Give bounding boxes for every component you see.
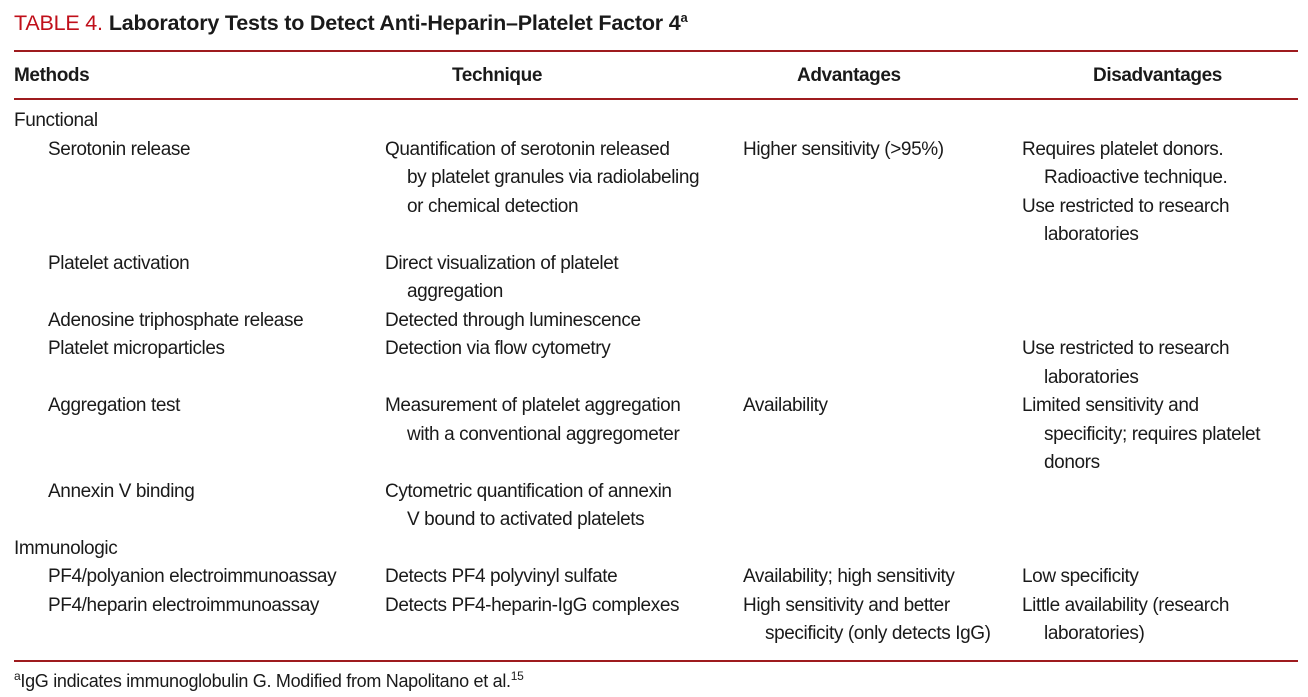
method-cell: PF4/heparin electroimmunoassay bbox=[48, 594, 320, 616]
advantages-text: Availability bbox=[743, 395, 828, 416]
advantages-cell bbox=[743, 250, 1022, 307]
disadvantages-text: Use restricted to research laboratories bbox=[1022, 338, 1230, 388]
advantages-text: Higher sensitivity (>95%) bbox=[743, 138, 944, 160]
column-header-disadvantages: Disadvantages bbox=[1022, 51, 1298, 100]
technique-text: Cytometric quantification of annexin V b… bbox=[385, 480, 672, 531]
technique-cell: Direct visualization of platelet aggrega… bbox=[385, 250, 743, 307]
advantages-cell: High sensitivity and better specificity … bbox=[743, 592, 1022, 649]
section-row: Immunologic bbox=[14, 535, 1298, 564]
disadvantages-text: Low specificity bbox=[1022, 566, 1139, 587]
method-cell: Serotonin release bbox=[48, 138, 191, 160]
disadvantages-cell bbox=[1022, 250, 1298, 307]
disadvantages-text: Little availability (research laboratori… bbox=[1022, 594, 1229, 645]
method-cell: Annexin V binding bbox=[48, 480, 195, 502]
method-cell: Platelet microparticles bbox=[48, 338, 225, 359]
table-footnote-marker: a bbox=[680, 9, 688, 25]
footnote-marker: a bbox=[14, 668, 21, 683]
disadvantages-text: Requires platelet donors. Radioactive te… bbox=[1022, 138, 1228, 189]
table-caption-text: Laboratory Tests to Detect Anti-Heparin–… bbox=[108, 11, 681, 35]
technique-cell: Detects PF4 polyvinyl sulfate bbox=[385, 563, 743, 592]
table-caption: Laboratory Tests to Detect Anti-Heparin–… bbox=[109, 11, 688, 35]
technique-text: Detection via flow cytometry bbox=[385, 338, 611, 359]
section-name: Functional bbox=[14, 110, 98, 131]
disadvantages-cell: Requires platelet donors. Radioactive te… bbox=[1022, 136, 1298, 250]
laboratory-tests-table: Methods Technique Advantages Disadvantag… bbox=[14, 50, 1298, 649]
technique-text: Measurement of platelet aggregation with… bbox=[385, 395, 681, 445]
column-header-methods: Methods bbox=[14, 51, 385, 100]
table-footnote: aIgG indicates immunoglobulin G. Modifie… bbox=[14, 659, 1298, 692]
table-row: Serotonin release Quantification of serot… bbox=[14, 136, 1298, 250]
table-row: Platelet microparticles Detection via flo… bbox=[14, 335, 1298, 392]
disadvantages-cell: Low specificity bbox=[1022, 563, 1298, 592]
column-header-technique: Technique bbox=[385, 51, 743, 100]
disadvantages-cell: Limited sensitivity and specificity; req… bbox=[1022, 392, 1298, 478]
method-cell: PF4/polyanion electroimmunoassay bbox=[48, 566, 337, 587]
advantages-text: High sensitivity and better specificity … bbox=[743, 594, 991, 645]
advantages-cell: Higher sensitivity (>95%) bbox=[743, 136, 1022, 250]
technique-cell: Detects PF4-heparin-IgG complexes bbox=[385, 592, 743, 649]
table-row: Annexin V binding Cytometric quantificati… bbox=[14, 478, 1298, 535]
table-row: Platelet activation Direct visualization … bbox=[14, 250, 1298, 307]
technique-cell: Measurement of platelet aggregation with… bbox=[385, 392, 743, 478]
advantages-cell bbox=[743, 335, 1022, 392]
advantages-text: Availability; high sensitivity bbox=[743, 566, 955, 587]
disadvantages-cell bbox=[1022, 478, 1298, 535]
table-header: Methods Technique Advantages Disadvantag… bbox=[14, 51, 1298, 100]
footnote-reference-number: 15 bbox=[510, 668, 524, 683]
section-row: Functional bbox=[14, 99, 1298, 136]
technique-text: Direct visualization of platelet aggrega… bbox=[385, 252, 619, 303]
section-name: Immunologic bbox=[14, 537, 118, 559]
technique-cell: Detected through luminescence bbox=[385, 307, 743, 336]
disadvantages-cell bbox=[1022, 307, 1298, 336]
disadvantages-cell: Use restricted to research laboratories bbox=[1022, 335, 1298, 392]
method-cell: Platelet activation bbox=[48, 252, 190, 274]
technique-cell: Quantification of serotonin released by … bbox=[385, 136, 743, 250]
advantages-cell: Availability; high sensitivity bbox=[743, 563, 1022, 592]
technique-cell: Detection via flow cytometry bbox=[385, 335, 743, 392]
table-row: Aggregation test Measurement of platelet … bbox=[14, 392, 1298, 478]
advantages-cell: Availability bbox=[743, 392, 1022, 478]
advantages-cell bbox=[743, 478, 1022, 535]
advantages-cell bbox=[743, 307, 1022, 336]
technique-text: Quantification of serotonin released by … bbox=[385, 138, 700, 217]
disadvantages-text: Limited sensitivity and specificity; req… bbox=[1022, 395, 1261, 473]
table-row: Adenosine triphosphate release Detected t… bbox=[14, 307, 1298, 336]
disadvantages-cell: Little availability (research laboratori… bbox=[1022, 592, 1298, 649]
disadvantages-text: Use restricted to research laboratories bbox=[1022, 195, 1230, 246]
technique-text: Detects PF4-heparin-IgG complexes bbox=[385, 594, 680, 616]
method-cell: Aggregation test bbox=[48, 395, 180, 416]
table-row: PF4/heparin electroimmunoassay Detects PF… bbox=[14, 592, 1298, 649]
technique-text: Detects PF4 polyvinyl sulfate bbox=[385, 566, 618, 587]
technique-text: Detected through luminescence bbox=[385, 309, 641, 331]
method-cell: Adenosine triphosphate release bbox=[48, 309, 304, 331]
table-header-row: Methods Technique Advantages Disadvantag… bbox=[14, 51, 1298, 100]
table-row: PF4/polyanion electroimmunoassay Detects … bbox=[14, 563, 1298, 592]
table-body: Functional Serotonin release Quantificatio… bbox=[14, 99, 1298, 649]
technique-cell: Cytometric quantification of annexin V b… bbox=[385, 478, 743, 535]
table-number: TABLE 4. bbox=[14, 11, 103, 35]
column-header-advantages: Advantages bbox=[743, 51, 1022, 100]
footnote-text: IgG indicates immunoglobulin G. Modified… bbox=[20, 670, 511, 691]
table-title: TABLE 4. Laboratory Tests to Detect Anti-… bbox=[14, 10, 1298, 36]
